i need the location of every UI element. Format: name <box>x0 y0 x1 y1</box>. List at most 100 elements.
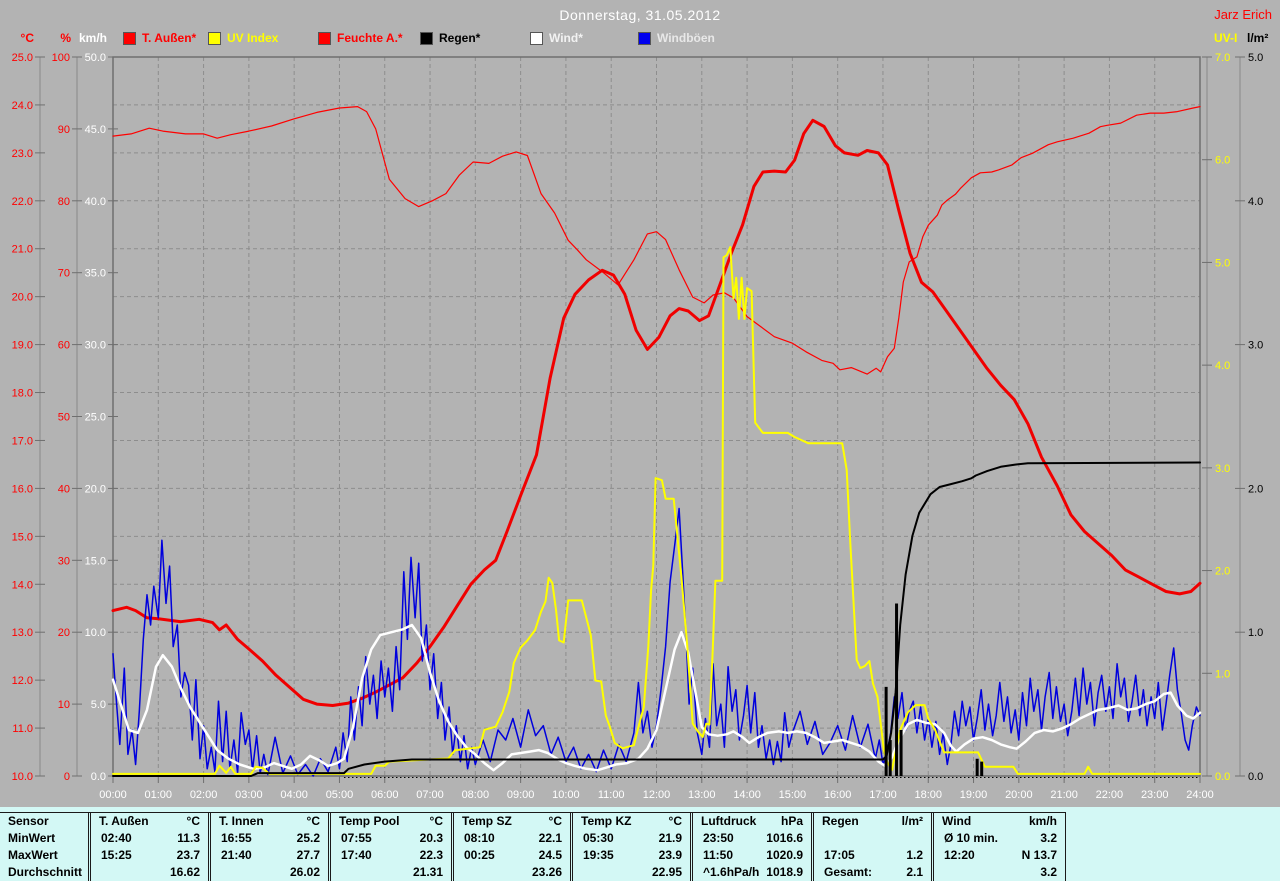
x-axis-label: 20:00 <box>1005 789 1033 801</box>
min-cell: 23:50 1016.6 <box>693 830 811 847</box>
legend-label: T. Außen* <box>142 31 197 45</box>
axis-tick-label: 2.0 <box>1248 483 1263 495</box>
min-cell-left: 05:30 <box>583 831 614 845</box>
max-cell: 11:50 1020.9 <box>693 847 811 864</box>
axis-tick-label: 25.0 <box>85 412 106 424</box>
axis-tick-label: 0 <box>64 771 70 783</box>
table-column-wind: Wind km/h Ø 10 min. 3.2 12:20 N 13.7 3.2 <box>931 813 1066 881</box>
min-cell: 07:55 20.3 <box>331 830 451 847</box>
min-cell-right: 22.1 <box>538 831 562 845</box>
max-cell: 17:40 22.3 <box>331 847 451 864</box>
table-column-header: Luftdruck hPa <box>693 813 811 830</box>
avg-cell: 3.2 <box>934 864 1065 881</box>
avg-cell-left <box>934 864 944 881</box>
avg-cell-left <box>91 864 101 881</box>
axis-tick-label: 4.0 <box>1248 196 1263 208</box>
axis-tick-label: 24.0 <box>12 100 33 112</box>
axis-tick-label: 60 <box>58 340 70 352</box>
sensor-unit: °C <box>548 814 562 828</box>
sensor-name: T. Außen <box>99 814 149 828</box>
sensor-name: Temp KZ <box>581 814 632 828</box>
max-cell-right: 23.9 <box>658 848 682 862</box>
legend-item-2: UV Index <box>208 30 278 46</box>
max-cell-left: 11:50 <box>703 848 734 862</box>
x-axis-label: 18:00 <box>914 789 942 801</box>
series-regen-summe <box>112 461 1201 777</box>
legend-color-swatch <box>123 31 136 45</box>
axis-tick-label: 0.0 <box>1248 771 1263 783</box>
axis-tick-label: 3.0 <box>1215 463 1230 475</box>
axis-tick-label: 45.0 <box>85 124 106 136</box>
avg-cell-left <box>211 864 221 881</box>
series-uv-index <box>112 246 1201 775</box>
sensor-unit: °C <box>306 814 320 828</box>
axis-tick-label: 0.0 <box>91 771 106 783</box>
summary-table-grid: Sensor MinWert MaxWert Durchschnitt T. Außen… <box>0 812 1066 881</box>
min-cell: 02:40 11.3 <box>91 830 208 847</box>
x-axis-label: 04:00 <box>280 789 308 801</box>
legend-label: Windböen <box>657 31 715 45</box>
legend-color-swatch <box>208 31 221 45</box>
min-cell: Ø 10 min. 3.2 <box>934 830 1065 847</box>
x-axis-label: 02:00 <box>190 789 218 801</box>
axis-tick-label: 5.0 <box>1215 257 1230 269</box>
avg-cell-left: ^1.6hPa/h <box>703 865 760 879</box>
sensor-name: Temp SZ <box>462 814 512 828</box>
axis-tick-label: 50.0 <box>85 52 106 64</box>
sensor-name: T. Innen <box>219 814 264 828</box>
min-cell-left: 16:55 <box>221 831 252 845</box>
table-column-luftdruck: Luftdruck hPa 23:50 1016.6 11:50 1020.9 ^1.6hP… <box>690 813 811 881</box>
legend-color-swatch <box>530 31 543 45</box>
sensor-name: Luftdruck <box>701 814 757 828</box>
axis-tick-label: 40.0 <box>85 196 106 208</box>
table-column-t-au-en: T. Außen °C 02:40 11.3 15:25 23.7 16.62 <box>88 813 208 881</box>
max-cell: 17:05 1.2 <box>814 847 931 864</box>
table-row-label-maxwert: MaxWert <box>8 848 58 862</box>
table-column-regen: Regen l/m² 17:05 1.2 Gesamt: 2.1 <box>811 813 931 881</box>
x-axis-label: 11:00 <box>598 789 625 801</box>
avg-cell-left <box>331 864 341 881</box>
x-axis-label: 05:00 <box>326 789 354 801</box>
avg-cell: ^1.6hPa/h 1018.9 <box>693 864 811 881</box>
chart-canvas: °C 10.0 11.0 12.0 13.0 14.0 15.0 16.0 17.0 18.0 19… <box>12 31 1269 801</box>
series-wind <box>111 623 1202 772</box>
x-axis-label: 22:00 <box>1096 789 1124 801</box>
axis-tick-label: 50 <box>58 412 70 424</box>
axis-tick-label: 25.0 <box>12 52 33 64</box>
max-cell-right: 23.7 <box>176 848 200 862</box>
axis-tick-label: 23.0 <box>12 148 33 160</box>
max-cell-left: 17:05 <box>824 848 855 862</box>
axis-tick-label: 2.0 <box>1215 566 1230 578</box>
axis-tick-label: 15.0 <box>12 531 33 543</box>
axis-tick-label: 1.0 <box>1248 627 1263 639</box>
avg-cell: 23.26 <box>454 864 570 881</box>
min-cell-left: 23:50 <box>703 831 734 845</box>
axis-tick-label: 6.0 <box>1215 155 1230 167</box>
chart-legend: T. Außen* UV Index Feuchte A.* Regen* Wind* W… <box>0 30 1280 48</box>
x-axis-label: 17:00 <box>869 789 897 801</box>
avg-cell-right: 1018.9 <box>766 865 803 879</box>
table-column-temp-kz: Temp KZ °C 05:30 21.9 19:35 23.9 22.95 <box>570 813 690 881</box>
author-watermark: Jarz Erich <box>1214 7 1272 22</box>
table-column-header: Temp Pool °C <box>331 813 451 830</box>
table-column-t-innen: T. Innen °C 16:55 25.2 21:40 27.7 26.02 <box>208 813 328 881</box>
axis-tick-label: 18.0 <box>12 388 33 400</box>
x-axis-label: 03:00 <box>235 789 263 801</box>
legend-item-6: Windböen <box>638 30 715 46</box>
axis-tick-label: 15.0 <box>85 555 106 567</box>
x-axis-label: 15:00 <box>779 789 807 801</box>
avg-cell: 22.95 <box>573 864 690 881</box>
axis-tick-label: 17.0 <box>12 435 33 447</box>
x-axis-label: 13:00 <box>688 789 716 801</box>
min-cell: 05:30 21.9 <box>573 830 690 847</box>
table-column-header: Temp KZ °C <box>573 813 690 830</box>
legend-color-swatch <box>318 31 331 45</box>
max-cell: 12:20 N 13.7 <box>934 847 1065 864</box>
legend-label: UV Index <box>227 31 279 45</box>
sensor-unit: l/m² <box>901 814 923 828</box>
axis-tick-label: 19.0 <box>12 340 33 352</box>
summary-table-panel: Sensor MinWert MaxWert Durchschnitt T. Außen… <box>0 807 1280 881</box>
x-axis-label: 19:00 <box>960 789 988 801</box>
min-cell-right: 25.2 <box>296 831 320 845</box>
axis-tick-label: 70 <box>58 268 70 280</box>
